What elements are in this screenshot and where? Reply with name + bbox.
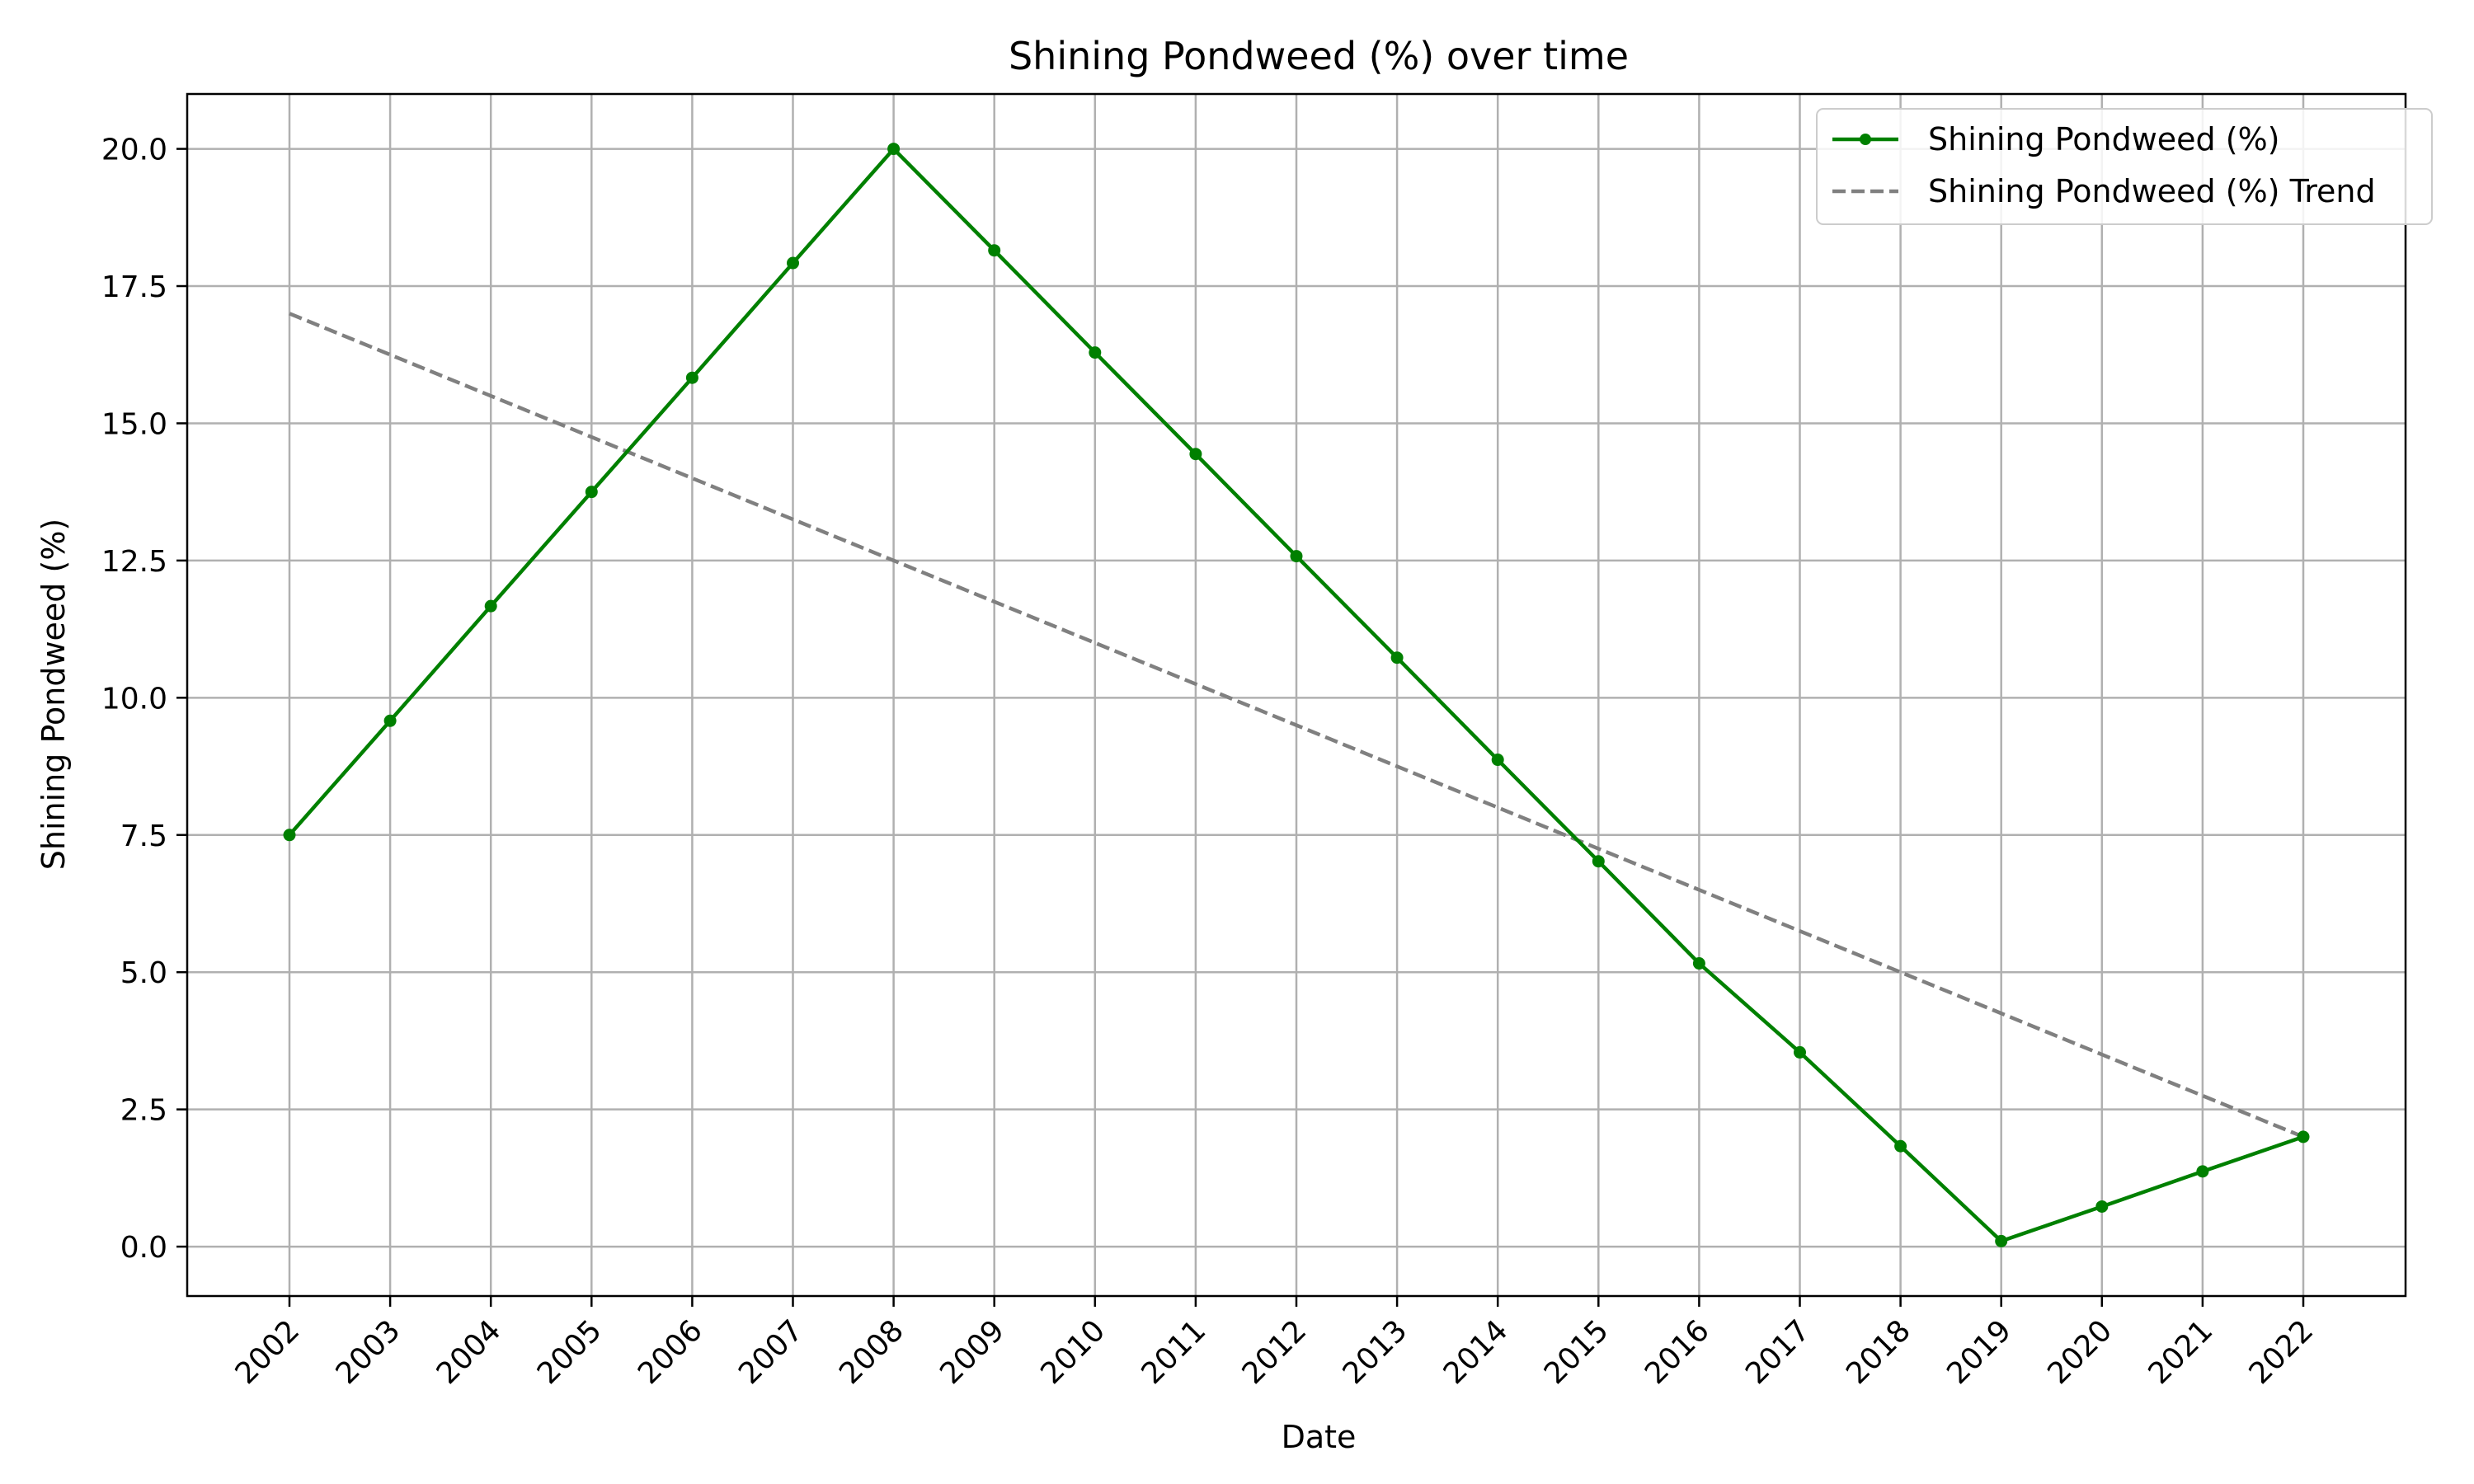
- legend: Shining Pondweed (%) Shining Pondweed (%…: [1816, 108, 2433, 225]
- data-point: [1390, 651, 1404, 665]
- data-point: [1995, 1234, 2008, 1247]
- data-point: [1794, 1045, 1806, 1059]
- chart-title: Shining Pondweed (%) over time: [1009, 34, 1629, 78]
- data-point: [1089, 346, 1102, 359]
- data-point: [685, 371, 698, 384]
- y-tick-label: 5.0: [120, 956, 167, 990]
- y-axis-title: Shining Pondweed (%): [35, 519, 72, 871]
- data-point: [283, 829, 296, 842]
- legend-label-main: Shining Pondweed (%): [1928, 121, 2280, 157]
- legend-swatch-main-marker: [1860, 134, 1871, 145]
- y-axis-ticks: 0.0 2.5 5.0 7.5 10.0 12.5 15.0 17.5 20.0: [101, 134, 187, 1265]
- trend-line: [289, 312, 2304, 1139]
- data-point: [484, 599, 497, 613]
- x-axis-title: Date: [1282, 1419, 1357, 1455]
- y-tick-label: 17.5: [101, 270, 167, 304]
- y-tick-label: 10.0: [101, 682, 167, 716]
- main-series: [283, 143, 2310, 1247]
- data-point: [787, 256, 799, 270]
- y-tick-label: 20.0: [101, 134, 167, 167]
- data-point: [1491, 754, 1504, 767]
- data-point: [585, 486, 598, 499]
- y-tick-label: 0.0: [120, 1231, 167, 1265]
- y-tick-label: 2.5: [120, 1094, 167, 1128]
- legend-label-trend: Shining Pondweed (%) Trend: [1928, 173, 2376, 209]
- data-point: [2196, 1165, 2209, 1178]
- trend-series: [289, 312, 2304, 1139]
- data-point: [2095, 1200, 2109, 1213]
- y-tick-label: 12.5: [101, 545, 167, 579]
- y-tick-label: 15.0: [101, 407, 167, 441]
- data-point: [1692, 957, 1705, 970]
- data-point: [1592, 855, 1605, 868]
- data-point: [1894, 1139, 1907, 1153]
- data-point: [887, 143, 901, 156]
- data-point: [988, 244, 1001, 257]
- data-point: [1290, 550, 1303, 563]
- data-point: [1189, 448, 1202, 461]
- grid: [187, 94, 2406, 1296]
- data-point: [2297, 1130, 2310, 1144]
- y-tick-label: 7.5: [120, 819, 167, 853]
- data-point: [383, 714, 397, 727]
- legend-box: [1816, 108, 2433, 225]
